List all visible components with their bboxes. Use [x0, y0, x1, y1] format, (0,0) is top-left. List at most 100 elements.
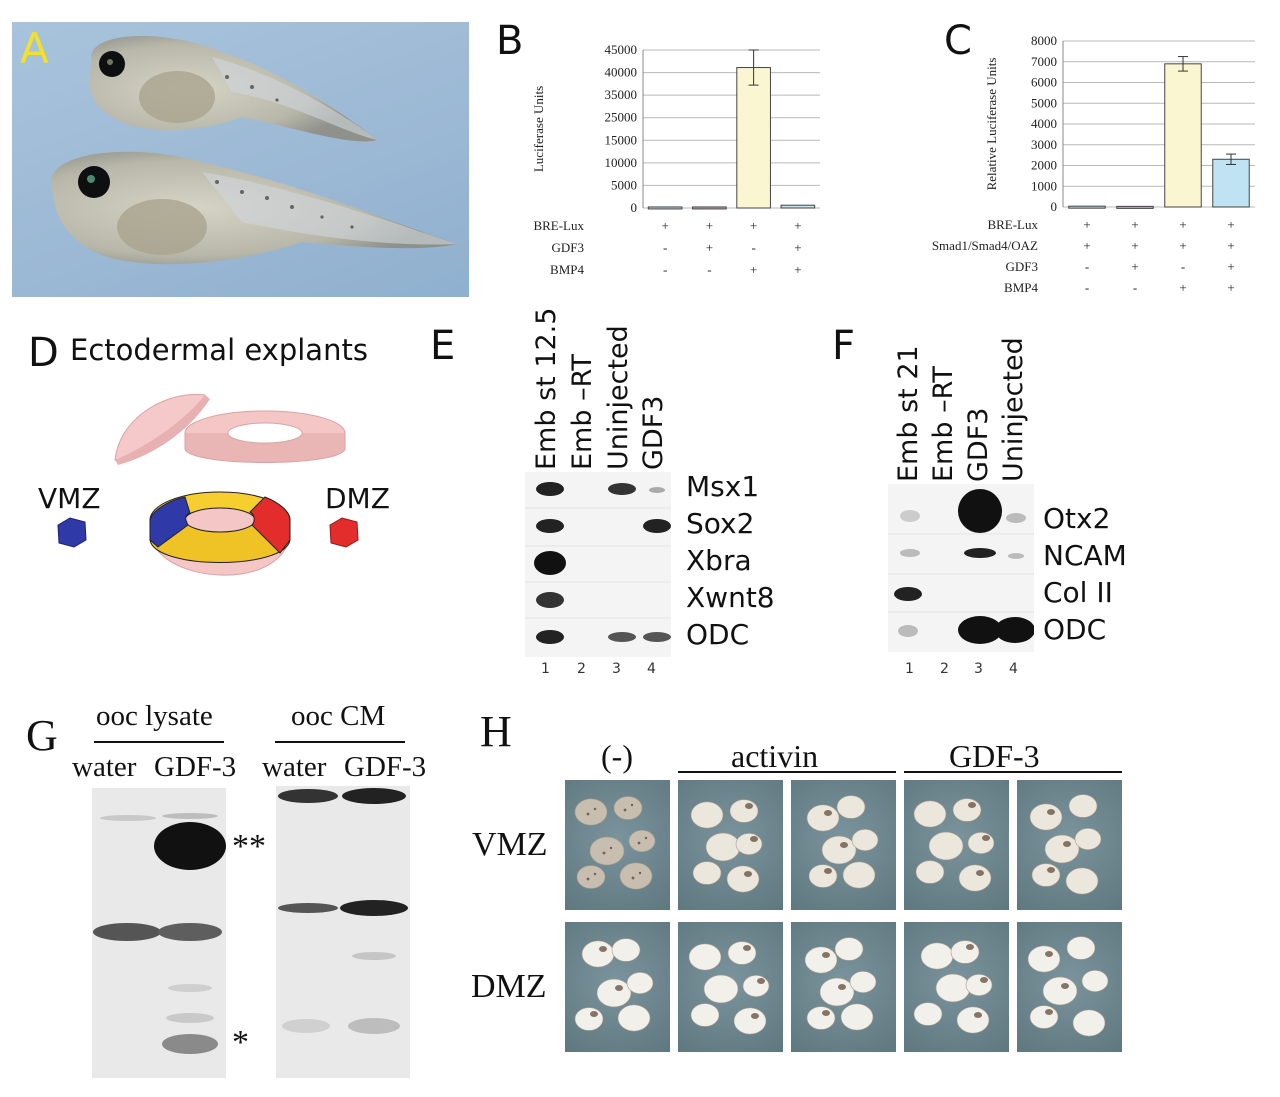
chart-b-tick-label: 15000 [605, 132, 638, 147]
chart-b-sign: + [794, 218, 801, 233]
western-blot-cm [276, 786, 410, 1078]
chart-c-sign: - [1085, 280, 1089, 295]
lane-number-f-1: 1 [905, 661, 914, 677]
chart-b-sign: + [750, 262, 757, 277]
lane-label-e-1: Emb st 12.5 [531, 307, 562, 470]
chart-c-bar [1068, 205, 1106, 209]
chart-c-tick-label: 1000 [1031, 178, 1057, 193]
ectoderm-title: Ectodermal explants [70, 333, 368, 367]
chart-b-sign: + [794, 262, 801, 277]
underline-gdf3 [904, 771, 1122, 773]
vmz-label: VMZ [38, 482, 101, 515]
chart-b-row-name: BMP4 [550, 262, 584, 277]
tadpole-illustration [51, 35, 457, 265]
chart-c-sign: + [1131, 217, 1138, 232]
chart-b-sign: - [663, 262, 667, 277]
panel-label-g: G [26, 711, 58, 760]
explant-photo-dmz-control [565, 922, 670, 1052]
panel-label-b: B [496, 18, 524, 64]
chart-b-bar [692, 206, 727, 210]
gene-e-odc: ODC [686, 618, 750, 651]
chart-b-sign: - [707, 262, 711, 277]
lane-label-g-3: water [262, 751, 327, 783]
panel-label-c: C [944, 18, 972, 64]
gene-e-xwnt8: Xwnt8 [686, 581, 775, 614]
chart-c-row-name: BMP4 [1004, 280, 1038, 295]
column-label-activin: activin [731, 738, 819, 774]
chart-b-tick-label: 0 [631, 200, 638, 215]
chart-b-tick-label: 5000 [611, 177, 637, 192]
chart-c-sign: + [1131, 238, 1138, 253]
mark-double-star: ** [232, 828, 266, 865]
chart-c-sign: - [1181, 259, 1185, 274]
chart-b-row-name: GDF3 [551, 240, 584, 255]
chart-c-sign: - [1085, 259, 1089, 274]
western-blot-lysate [92, 788, 226, 1078]
lane-label-e-4: GDF3 [638, 395, 669, 470]
chart-c-tick-label: 4000 [1031, 116, 1057, 131]
explant-photo-dmz-activin-a [678, 922, 783, 1052]
chart-c-tick-label: 6000 [1031, 75, 1057, 90]
gene-f-col2: Col II [1043, 576, 1113, 609]
group-underline-lysate [94, 741, 224, 743]
group-underline-cm [275, 741, 405, 743]
row-label-dmz: DMZ [471, 968, 547, 1005]
chart-b-tick-label: 25000 [605, 110, 638, 125]
explant-photo-vmz-control [565, 780, 670, 910]
lane-label-g-4: GDF-3 [344, 751, 427, 783]
chart-c-sign: + [1131, 259, 1138, 274]
chart-c-tick-label: 7000 [1031, 54, 1057, 69]
lane-number-e-2: 2 [577, 661, 586, 677]
chart-c-sign: + [1227, 280, 1234, 295]
lane-number-f-2: 2 [940, 661, 949, 677]
chart-c-bar [1164, 63, 1202, 208]
chart-b-bar [647, 206, 683, 210]
chart-b-row-name: BRE-Lux [533, 218, 584, 233]
column-label-neg: (-) [601, 738, 633, 774]
dmz-label: DMZ [325, 482, 390, 515]
lane-label-f-4: Uninjected [998, 337, 1029, 482]
gene-e-sox2: Sox2 [686, 507, 755, 540]
gene-f-ncam: NCAM [1043, 539, 1127, 572]
lane-label-f-3: GDF3 [963, 407, 994, 482]
chart-c-sign: + [1179, 280, 1186, 295]
panel-label-h: H [480, 707, 512, 756]
chart-b-tick-label: 35000 [605, 87, 638, 102]
explant-photo-vmz-activin-b [791, 780, 896, 910]
lane-label-f-2: Emb –RT [928, 366, 959, 482]
lane-label-g-1: water [72, 751, 137, 783]
panel-label-e: E [430, 323, 456, 369]
chart-c-tick-label: 5000 [1031, 95, 1057, 110]
lane-number-e-1: 1 [541, 661, 550, 677]
explant-photo-vmz-gdf3-b [1017, 780, 1122, 910]
explant-diagram [57, 393, 359, 576]
group-label-lysate: ooc lysate [96, 700, 213, 732]
lane-label-e-2: Emb –RT [567, 354, 598, 470]
lane-number-f-3: 3 [974, 661, 983, 677]
column-label-gdf3: GDF-3 [949, 738, 1040, 774]
chart-c-row-name: BRE-Lux [987, 217, 1038, 232]
panel-label-f: F [832, 323, 856, 369]
chart-c-bar [1116, 205, 1154, 209]
chart-b-tick-label: 40000 [605, 65, 638, 80]
chart-c-tick-label: 0 [1051, 199, 1058, 214]
chart-b-tick-label: 45000 [605, 42, 638, 57]
chart-b-sign: + [706, 240, 713, 255]
chart-c-sign: + [1227, 238, 1234, 253]
chart-c: 8000 7000 6000 5000 4000 3000 2000 1000 0 Relativ… [932, 33, 1255, 295]
chart-b: 45000 40000 35000 25000 15000 10000 5000 0 Lucif… [531, 42, 820, 277]
chart-c-bar [1212, 158, 1250, 208]
chart-c-sign: + [1083, 238, 1090, 253]
chart-b-sign: + [706, 218, 713, 233]
chart-b-ylabel: Luciferase Units [531, 86, 546, 172]
gene-e-msx1: Msx1 [686, 470, 760, 503]
group-label-cm: ooc CM [291, 700, 386, 732]
chart-b-tick-label: 10000 [605, 155, 638, 170]
lane-label-e-3: Uninjected [603, 325, 634, 470]
explant-photo-dmz-gdf3-b [1017, 922, 1122, 1052]
chart-c-sign: + [1227, 259, 1234, 274]
lane-label-g-2: GDF-3 [154, 751, 237, 783]
tadpole-photo [12, 22, 469, 297]
lane-label-f-1: Emb st 21 [893, 345, 924, 482]
chart-b-sign: + [661, 218, 668, 233]
